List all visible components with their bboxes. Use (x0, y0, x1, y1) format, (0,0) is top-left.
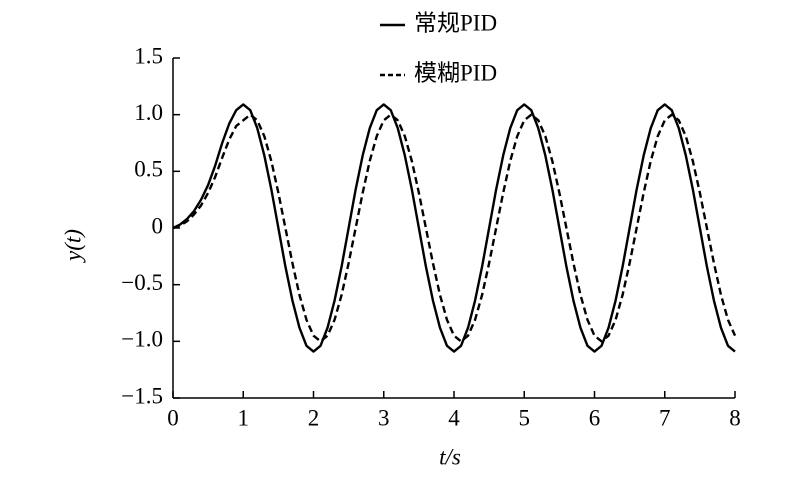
x-tick-label: 8 (729, 405, 741, 430)
x-tick-label: 7 (659, 405, 671, 430)
x-tick-label: 5 (519, 405, 531, 430)
y-axis-label: y(t) (60, 229, 85, 263)
y-tick-label: 1.5 (134, 43, 163, 68)
x-tick-label: 0 (167, 405, 179, 430)
x-axis-label: t/s (439, 444, 461, 469)
legend-label: 模糊PID (414, 60, 497, 85)
legend-label: 常规PID (414, 10, 497, 35)
y-tick-label: −1.5 (121, 383, 163, 408)
y-tick-label: 0.5 (134, 157, 163, 182)
x-tick-label: 6 (589, 405, 601, 430)
x-tick-label: 3 (378, 405, 390, 430)
series-line (172, 103, 736, 353)
x-tick-label: 1 (238, 405, 250, 430)
y-tick-label: 0 (152, 213, 164, 238)
y-tick-label: −0.5 (121, 270, 163, 295)
x-tick-label: 2 (308, 405, 320, 430)
series-line (172, 113, 737, 343)
x-tick-label: 4 (448, 405, 460, 430)
y-tick-label: −1.0 (121, 327, 163, 352)
y-tick-label: 1.0 (134, 100, 163, 125)
